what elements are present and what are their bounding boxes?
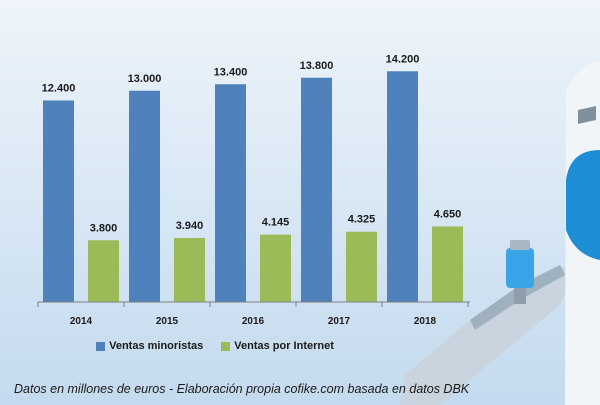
legend-swatch-internet	[221, 341, 231, 351]
value-label-retail-2017: 13.800	[300, 60, 334, 72]
bar-internet-2016	[260, 234, 291, 302]
bar-retail-2015	[129, 90, 160, 302]
bar-retail-2016	[215, 84, 246, 302]
legend: Ventas minoristas Ventas por Internet	[0, 340, 430, 352]
bar-internet-2018	[432, 226, 463, 302]
x-tick-2015: 2015	[156, 316, 179, 327]
x-tick-2017: 2017	[328, 316, 351, 327]
x-tick-2018: 2018	[414, 316, 437, 327]
legend-item-internet: Ventas por Internet	[221, 340, 334, 352]
value-label-internet-2015: 3.940	[176, 220, 204, 232]
bar-retail-2018	[387, 71, 418, 302]
caption: Datos en millones de euros - Elaboración…	[14, 382, 470, 396]
bar-retail-2017	[301, 77, 332, 302]
legend-swatch-retail	[96, 341, 106, 351]
value-label-internet-2017: 4.325	[348, 214, 376, 226]
value-label-internet-2016: 4.145	[262, 217, 290, 229]
x-tick-2016: 2016	[242, 316, 265, 327]
bar-internet-2014	[88, 240, 119, 302]
legend-label-retail: Ventas minoristas	[109, 340, 204, 352]
bar-internet-2015	[174, 237, 205, 302]
value-label-retail-2016: 13.400	[214, 66, 248, 78]
value-label-retail-2018: 14.200	[386, 53, 420, 65]
value-label-internet-2014: 3.800	[90, 222, 118, 234]
legend-item-retail: Ventas minoristas	[96, 340, 203, 352]
value-label-retail-2014: 12.400	[42, 83, 76, 95]
bar-retail-2014	[43, 100, 74, 302]
value-label-internet-2018: 4.650	[434, 208, 462, 220]
x-tick-2014: 2014	[70, 316, 93, 327]
legend-label-internet: Ventas por Internet	[234, 340, 334, 352]
value-label-retail-2015: 13.000	[128, 73, 162, 85]
bar-internet-2017	[346, 231, 377, 302]
